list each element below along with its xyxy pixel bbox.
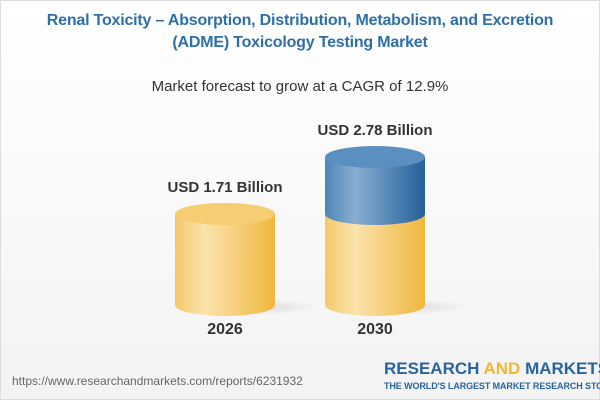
brand-tagline: THE WORLD'S LARGEST MARKET RESEARCH STOR… — [384, 381, 600, 391]
category-label: 2026 — [207, 321, 243, 338]
data-label: USD 2.78 Billion — [317, 122, 432, 139]
brand-logo: RESEARCH AND MARKETS — [384, 359, 600, 378]
cylinder-base-body — [325, 213, 425, 316]
data-label: USD 1.71 Billion — [167, 179, 282, 196]
category-label: 2030 — [357, 321, 393, 338]
title-line-2: (ADME) Toxicology Testing Market — [172, 34, 428, 51]
cylinder-growth-body — [325, 157, 425, 225]
cylinder-top — [175, 202, 275, 225]
cylinder-base-body — [175, 213, 275, 316]
chart-subtitle: Market forecast to grow at a CAGR of 12.… — [151, 78, 449, 95]
source-url[interactable]: https://www.researchandmarkets.com/repor… — [12, 374, 303, 388]
chart-title: Renal Toxicity – Absorption, Distributio… — [0, 10, 600, 54]
cylinder-top — [325, 146, 425, 168]
title-line-1: Renal Toxicity – Absorption, Distributio… — [46, 12, 554, 29]
